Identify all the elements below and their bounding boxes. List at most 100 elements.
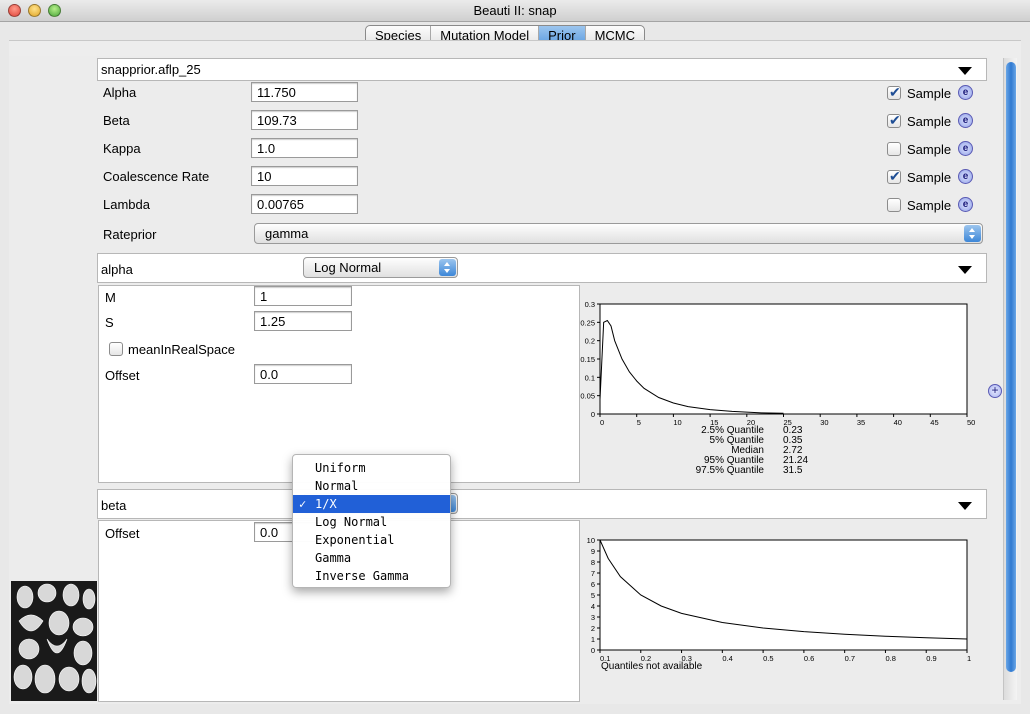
alpha-sample-checkbox[interactable] [887,84,901,101]
quantile-label: Median [731,445,764,456]
kappa-sample-checkbox[interactable] [887,142,901,156]
distribution-dropdown-menu: Uniform Normal ✓ 1/X Log Normal Exponent… [292,454,451,588]
collapse-triangle-icon[interactable] [958,67,972,75]
alpha-section-name: alpha [101,262,133,277]
coalescence-rate-sample-checkbox[interactable] [887,168,901,185]
menu-item-uniform[interactable]: Uniform [315,461,366,475]
alpha-sample-label: Sample [907,86,952,101]
alpha-s-field[interactable] [254,311,352,331]
tab-mutation-model[interactable]: Mutation Model [431,26,540,46]
beta-edit-info-icon[interactable]: e [958,113,973,128]
beta-value-field[interactable] [251,110,358,130]
menu-item-1-over-x-label: 1/X [315,497,337,511]
y-tick-label: 0 [591,410,595,419]
zoom-window-icon[interactable] [48,4,61,17]
kappa-sample-label: Sample [907,142,952,157]
window-title: Beauti II: snap [473,3,557,18]
alpha-offset-label: Offset [105,368,140,383]
x-tick-label: 0.9 [926,654,936,663]
vertical-scrollbar[interactable] [1003,58,1017,700]
param-label-beta: Beta [103,113,130,128]
x-tick-label: 50 [967,418,975,427]
quantile-value: 2.72 [783,445,803,456]
lambda-edit-info-icon[interactable]: e [958,197,973,212]
tab-mcmc[interactable]: MCMC [594,28,636,43]
quantile-value: 0.23 [783,425,803,436]
quantile-value: 21.24 [783,455,808,466]
alpha-distribution-row[interactable]: alpha [97,253,987,283]
close-window-icon[interactable] [8,4,21,17]
x-tick-label: 0.7 [845,654,855,663]
lambda-value-field[interactable] [251,194,358,214]
x-tick-label: 1 [967,654,971,663]
x-tick-label: 0.4 [722,654,732,663]
quantile-value: 31.5 [783,465,803,476]
coalescence-rate-edit-info-icon[interactable]: e [958,169,973,184]
beta-sample-checkbox[interactable] [887,112,901,129]
alpha-edit-info-icon[interactable]: e [958,85,973,100]
plot-frame [599,303,968,415]
minimize-window-icon[interactable] [28,4,41,17]
quantiles-not-available-text: Quantiles not available [601,661,703,672]
x-tick-label: 25 [784,418,792,427]
menu-item-1-over-x[interactable]: ✓ 1/X [293,495,450,513]
beta-sample-label: Sample [907,114,952,129]
menu-item-inverse-gamma[interactable]: Inverse Gamma [315,569,409,583]
plot-frame [599,539,968,651]
alpha-distribution-select[interactable]: Log Normal [303,257,458,278]
y-tick-label: 0.05 [580,392,595,401]
x-tick-label: 0.8 [885,654,895,663]
select-arrows-icon [439,259,456,276]
scrollbar-thumb[interactable] [1006,62,1016,672]
x-tick-label: 10 [673,418,681,427]
beta-distribution-row[interactable]: beta [97,489,987,519]
beta-chart-area: 0 1 2 3 4 5 6 7 8 9 10 0.1 0.2 0.3 0.4 0.5 0.6 0.7 0.8 0.9 1… [580,532,985,672]
alpha-m-field[interactable] [254,286,352,306]
y-tick-label: 0.25 [580,318,595,327]
quantile-label: 95% Quantile [704,455,764,466]
alpha-distribution-value: Log Normal [314,260,382,275]
coalescence-rate-value-field[interactable] [251,166,358,186]
param-label-kappa: Kappa [103,141,141,156]
menu-item-exponential[interactable]: Exponential [315,533,395,547]
y-tick-label: 3 [591,613,595,622]
kappa-edit-info-icon[interactable]: e [958,141,973,156]
y-tick-label: 4 [591,602,595,611]
y-tick-label: 0.1 [585,373,595,382]
collapse-triangle-icon[interactable] [958,266,972,274]
param-label-lambda: Lambda [103,197,150,212]
y-tick-label: 9 [591,547,595,556]
lambda-sample-checkbox[interactable] [887,198,901,212]
mean-in-real-space-checkbox[interactable] [109,342,123,356]
add-prior-icon[interactable]: + [988,384,1002,398]
menu-item-log-normal[interactable]: Log Normal [315,515,388,529]
alpha-density-chart: 0 0.05 0.1 0.15 0.2 0.25 0.3 0 5 10 15 20 25 30 35 40 45… [580,300,975,476]
shells-logo-image [11,581,97,701]
rateprior-select[interactable]: gamma [254,223,983,244]
select-arrows-icon [964,225,981,242]
x-tick-label: 0.6 [804,654,814,663]
x-tick-label: 40 [894,418,902,427]
density-line [599,319,784,414]
alpha-offset-field[interactable] [254,364,352,384]
menu-item-gamma[interactable]: Gamma [315,551,352,565]
param-label-alpha: Alpha [103,85,137,100]
quantile-value: 0.35 [783,435,803,446]
beta-density-chart: 0 1 2 3 4 5 6 7 8 9 10 0.1 0.2 0.3 0.4 0.5 0.6 0.7 0.8 0.9 1… [587,536,972,672]
prior-header-row[interactable]: snapprior.aflp_25 [97,58,987,81]
x-tick-label: 20 [747,418,755,427]
y-tick-label: 7 [591,569,595,578]
beta-offset-label: Offset [105,526,140,541]
alpha-value-field[interactable] [251,82,358,102]
y-tick-label: 1 [591,635,595,644]
x-tick-label: 0.1 [600,654,610,663]
title-bar: Beauti II: snap [0,0,1030,22]
alpha-s-label: S [105,315,114,330]
mean-in-real-space-label: meanInRealSpace [128,342,235,357]
kappa-value-field[interactable] [251,138,358,158]
prior-header-title: snapprior.aflp_25 [101,62,201,77]
menu-item-normal[interactable]: Normal [315,479,359,493]
y-tick-label: 5 [591,591,595,600]
collapse-triangle-icon[interactable] [958,502,972,510]
tab-species[interactable]: Species [366,26,432,46]
